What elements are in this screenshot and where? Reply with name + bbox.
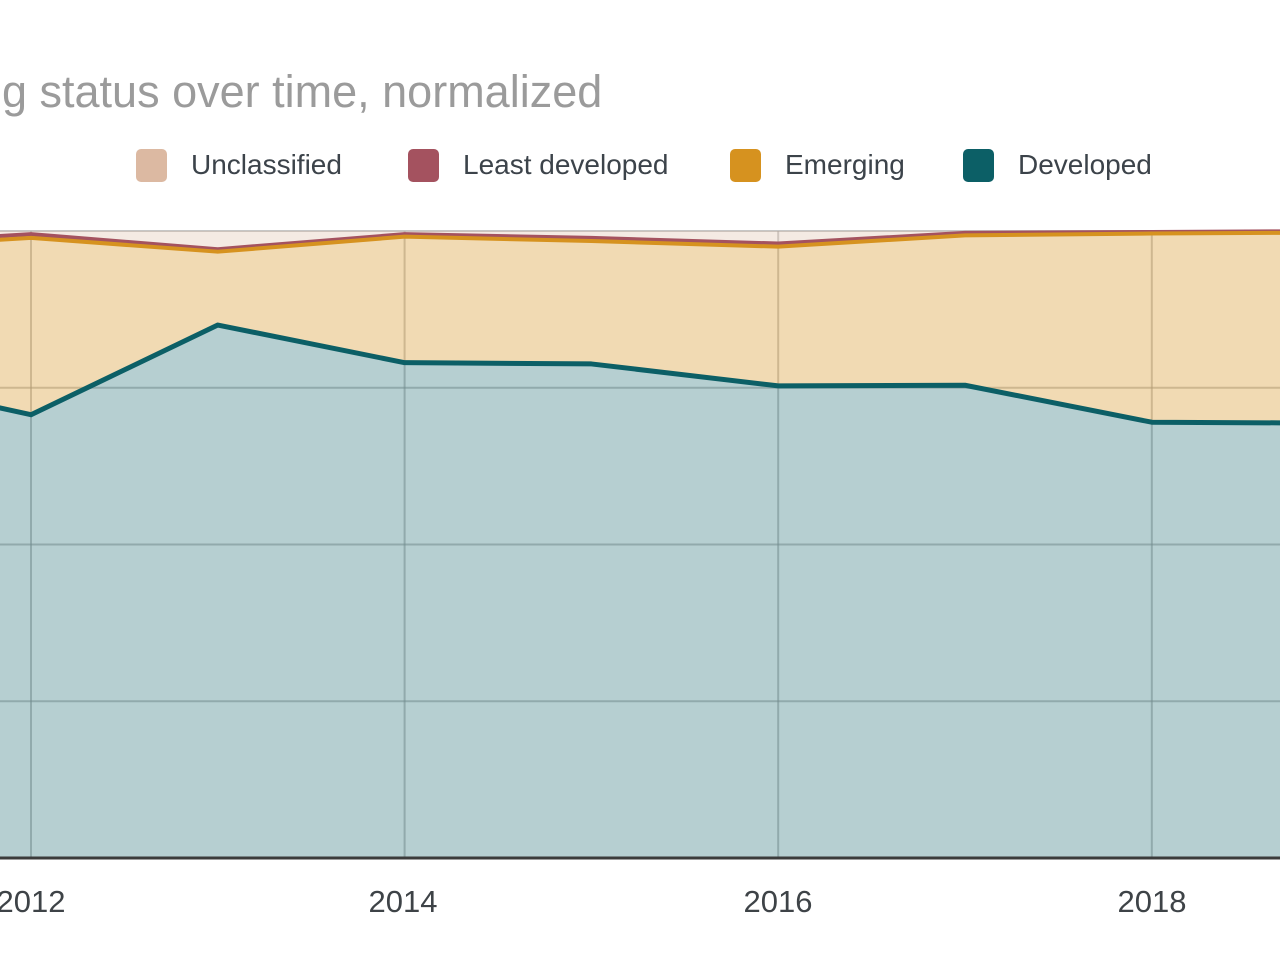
- legend-swatch-emerging: [730, 148, 761, 182]
- legend-item-unclassified: Unclassified: [136, 148, 342, 182]
- chart-title: g status over time, normalized: [2, 66, 603, 117]
- x-tick-2014: 2014: [368, 884, 438, 919]
- x-tick-2018: 2018: [1117, 884, 1187, 919]
- legend-label-unclassified: Unclassified: [191, 149, 342, 180]
- legend-swatch-least-developed: [408, 148, 439, 182]
- legend-label-developed: Developed: [1018, 149, 1152, 180]
- legend-label-emerging: Emerging: [785, 149, 905, 180]
- legend-swatch-developed: [963, 148, 994, 182]
- x-tick-2012: 2012: [0, 884, 66, 919]
- legend-item-least-developed: Least developed: [408, 148, 669, 182]
- legend-label-least-developed: Least developed: [463, 149, 669, 180]
- legend-item-emerging: Emerging: [730, 148, 905, 182]
- legend-item-developed: Developed: [963, 148, 1152, 182]
- chart-legend: Unclassified Least developed Emerging De…: [0, 148, 1280, 182]
- x-tick-2016: 2016: [743, 884, 813, 919]
- legend-swatch-unclassified: [136, 148, 167, 182]
